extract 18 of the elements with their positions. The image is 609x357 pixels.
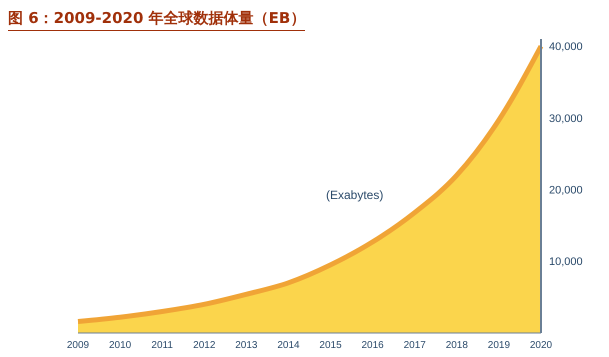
y-tick-label: 20,000: [549, 184, 583, 196]
y-tick-label: 30,000: [549, 112, 583, 125]
x-tick-label: 2015: [319, 340, 342, 352]
x-tick-label: 2010: [108, 340, 132, 352]
x-tick-label: 2020: [530, 340, 553, 352]
x-tick-label: 2016: [362, 340, 384, 352]
chart-title: 图 6：2009-2020 年全球数据体量（EB）: [8, 9, 306, 31]
x-tick-label: 2011: [151, 340, 174, 352]
y-tick-label: 10,000: [549, 256, 583, 268]
x-tick-label: 2013: [235, 340, 258, 352]
annotation: (Exabytes): [326, 188, 384, 202]
x-tick-label: 2009: [66, 340, 90, 352]
x-tick-label: 2019: [488, 340, 510, 352]
y-tick-label: 40,000: [549, 41, 583, 54]
x-tick-label: 2014: [277, 340, 300, 352]
x-tick-label: 2012: [193, 340, 216, 352]
x-tick-label: 2017: [404, 340, 426, 352]
x-tick-label: 2018: [446, 340, 468, 352]
